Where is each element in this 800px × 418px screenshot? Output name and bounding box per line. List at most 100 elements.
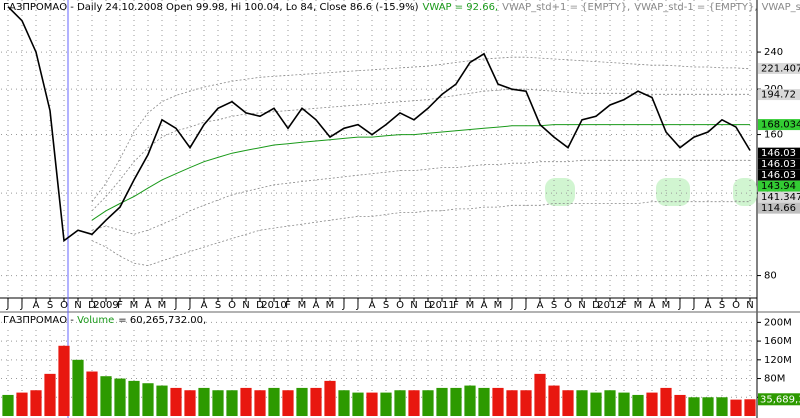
x-tick-label: N [74, 300, 81, 311]
x-tick-label: F [621, 300, 627, 311]
price-label-box [758, 202, 800, 214]
y-tick-label: 160M [764, 336, 792, 347]
x-tick-label: O [396, 300, 404, 311]
volume-bar [646, 392, 658, 416]
x-tick-label: 2010 [261, 300, 286, 311]
volume-bar [268, 387, 280, 416]
x-tick-label: J [6, 300, 10, 311]
x-tick-label: A [313, 300, 320, 311]
x-tick-label: A [649, 300, 656, 311]
price-label: 168.034 [761, 120, 800, 131]
series-line [91, 124, 750, 221]
volume-bar [562, 390, 574, 416]
volume-bar [394, 390, 406, 416]
volume-bar [142, 383, 154, 416]
volume-bar [744, 399, 756, 416]
volume-bar [100, 376, 112, 416]
chart-header: ГАЗПРОМАО - Daily 24.10.2008 Open 99.98,… [3, 2, 800, 13]
x-tick-label: J [524, 300, 528, 311]
x-tick-label: N [578, 300, 585, 311]
x-tick-label: N [746, 300, 753, 311]
volume-bar [478, 387, 490, 416]
x-tick-label: J [356, 300, 360, 311]
x-tick-label: 2011 [429, 300, 454, 311]
highlight [656, 178, 690, 206]
price-label: 141.347 [761, 192, 800, 203]
y-tick-label: 200M [764, 317, 792, 328]
volume-bar [366, 392, 378, 416]
x-tick-label: J [678, 300, 682, 311]
y-tick-label: 240 [764, 47, 783, 58]
x-tick-label: A [145, 300, 152, 311]
highlight [733, 178, 757, 206]
x-tick-label: J [692, 300, 696, 311]
legend-entry: VWAP_std+1 = {EMPTY}, [502, 2, 630, 13]
x-tick-label: M [130, 300, 139, 311]
volume-bar [86, 371, 98, 416]
price-label: 143.94 [761, 181, 796, 192]
price-label-box [758, 158, 800, 170]
series-line [7, 6, 751, 243]
volume-bar [548, 385, 560, 416]
volume-bar [170, 387, 182, 416]
volume-bar [338, 390, 350, 416]
volume-bar [380, 392, 392, 416]
volume-bar [618, 392, 630, 416]
volume-bar [590, 392, 602, 416]
price-label: 114.66 [761, 203, 796, 214]
volume-title: ГАЗПРОМАО - [3, 315, 77, 326]
x-tick-label: D [88, 300, 96, 311]
last-value-label: 35,689,34 [760, 394, 800, 405]
x-tick-label: S [719, 300, 725, 311]
x-tick-label: S [215, 300, 221, 311]
volume-bar [352, 392, 364, 416]
x-tick-label: 2009 [93, 300, 118, 311]
x-tick-label: D [424, 300, 432, 311]
volume-bar [702, 397, 714, 416]
price-label: 194.72 [761, 90, 796, 101]
price-label-box [758, 62, 800, 74]
series-line [91, 159, 750, 235]
volume-bar [16, 392, 28, 416]
volume-value: = 60,265,732.00, [118, 315, 206, 326]
volume-bar [226, 390, 238, 416]
volume-bar [58, 345, 70, 416]
volume-bar [604, 390, 616, 416]
x-tick-label: J [510, 300, 514, 311]
volume-bar [632, 394, 644, 416]
x-tick-label: M [298, 300, 307, 311]
volume-bar [576, 390, 588, 416]
price-label-box [758, 119, 800, 131]
x-tick-label: M [326, 300, 335, 311]
volume-bar [44, 373, 56, 416]
x-tick-label: N [410, 300, 417, 311]
price-label: 146.03 [761, 170, 796, 181]
volume-name: Volume [77, 315, 114, 326]
x-tick-label: S [383, 300, 389, 311]
volume-bar [688, 397, 700, 416]
x-tick-label: O [228, 300, 236, 311]
x-tick-label: F [453, 300, 459, 311]
x-tick-label: A [201, 300, 208, 311]
volume-bar [408, 390, 420, 416]
x-tick-label: F [117, 300, 123, 311]
volume-header: ГАЗПРОМАО - Volume = 60,265,732.00, [3, 315, 206, 326]
x-tick-label: A [369, 300, 376, 311]
series-line [91, 201, 750, 267]
x-tick-label: D [592, 300, 600, 311]
price-label-box [758, 169, 800, 181]
legend-entry: VWAP = 92.66, [423, 2, 499, 13]
y-tick-label: 80 [764, 271, 777, 282]
volume-bar [198, 387, 210, 416]
volume-bar [506, 390, 518, 416]
volume-bar [240, 387, 252, 416]
volume-bar [30, 390, 42, 416]
price-label-box [758, 180, 800, 192]
volume-bar [436, 387, 448, 416]
price-label: 146.03 [761, 159, 796, 170]
price-label: 146.03 [761, 148, 796, 159]
volume-bar [674, 394, 686, 416]
legend-entry: VWAP_std-1 = {EMPTY}, [634, 2, 757, 13]
